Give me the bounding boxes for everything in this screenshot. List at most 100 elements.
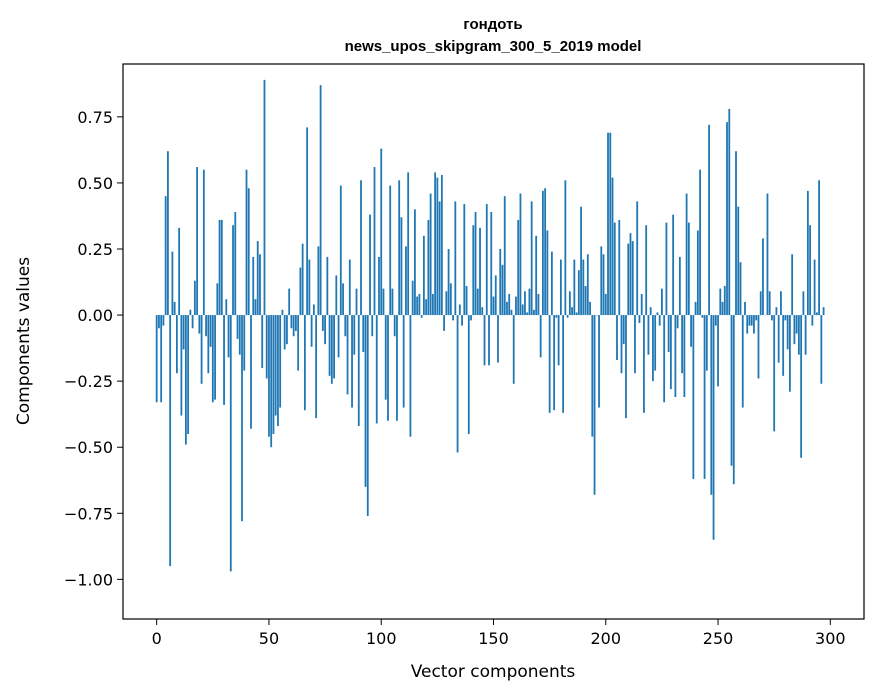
bar-20: [200, 315, 203, 384]
bar-206: [618, 219, 621, 316]
bar-173: [544, 188, 547, 316]
bar-137: [463, 204, 466, 316]
bar-143: [476, 288, 479, 316]
bar-31: [225, 299, 228, 316]
bar-68: [308, 259, 311, 316]
bar-63: [297, 315, 300, 371]
bar-148: [488, 315, 490, 366]
bar-12: [182, 315, 185, 350]
bar-256: [730, 315, 733, 466]
bar-183: [566, 315, 569, 318]
bar-119: [422, 235, 425, 316]
bar-36: [236, 315, 239, 339]
bar-191: [584, 286, 587, 316]
bar-53: [274, 315, 277, 416]
bar-166: [528, 288, 531, 316]
bar-197: [598, 315, 600, 408]
bar-237: [687, 222, 690, 316]
bar-260: [739, 262, 742, 316]
bar-93: [364, 315, 367, 487]
y-tick-label: 0.00: [77, 306, 113, 325]
bar-114: [411, 280, 414, 316]
bar-130: [447, 249, 450, 316]
bar-185: [571, 307, 573, 316]
bar-230: [672, 214, 675, 316]
bar-284: [793, 315, 796, 345]
bar-267: [755, 315, 758, 321]
bar-87: [351, 315, 353, 408]
bar-279: [782, 315, 785, 376]
bar-151: [494, 275, 497, 316]
bar-250: [717, 315, 719, 387]
bar-296: [820, 315, 823, 384]
bar-71: [315, 315, 318, 419]
chart-subtitle: news_upos_skipgram_300_5_2019 model: [345, 38, 642, 55]
bar-180: [559, 259, 562, 316]
bar-167: [530, 201, 533, 316]
bar-88: [353, 315, 356, 355]
bar-248: [712, 315, 715, 540]
bar-107: [396, 315, 398, 421]
bar-135: [458, 304, 461, 316]
bar-129: [445, 291, 448, 316]
bar-171: [539, 315, 542, 358]
bar-251: [719, 288, 722, 316]
bar-113: [409, 315, 412, 437]
bar-268: [757, 315, 760, 379]
bar-77: [328, 315, 331, 376]
bar-272: [766, 193, 769, 316]
bar-222: [654, 315, 657, 371]
bar-275: [773, 315, 776, 432]
bar-207: [620, 315, 623, 374]
bar-105: [391, 288, 394, 316]
x-tick-label: 250: [703, 629, 734, 648]
bar-287: [800, 315, 803, 458]
bar-99: [378, 256, 380, 316]
bar-281: [786, 315, 789, 350]
bar-257: [732, 315, 735, 485]
bar-214: [636, 201, 639, 316]
bar-103: [387, 315, 389, 421]
y-tick-label: −1.00: [64, 570, 113, 589]
bar-67: [306, 127, 309, 316]
bar-238: [690, 315, 692, 347]
bar-86: [348, 259, 351, 316]
bar-66: [303, 315, 306, 411]
bar-21: [202, 169, 205, 316]
bar-209: [625, 315, 627, 419]
bar-50: [268, 315, 270, 437]
bar-33: [229, 315, 232, 572]
bar-159: [512, 315, 515, 384]
bar-200: [604, 293, 607, 316]
bar-205: [616, 315, 618, 360]
bar-92: [362, 315, 365, 353]
bar-158: [510, 309, 513, 316]
bar-28: [218, 219, 221, 316]
bar-23: [207, 315, 210, 374]
bar-291: [809, 225, 812, 316]
bar-229: [669, 315, 672, 390]
bar-38: [241, 315, 243, 522]
bar-76: [326, 256, 329, 316]
bar-145: [481, 307, 484, 316]
bar-79: [333, 315, 335, 379]
bar-156: [506, 301, 508, 316]
bar-72: [317, 246, 320, 316]
bar-174: [546, 230, 549, 316]
bar-297: [822, 307, 825, 316]
bar-138: [465, 286, 468, 316]
bar-255: [728, 108, 731, 316]
bar-127: [440, 175, 443, 316]
bar-44: [254, 299, 257, 316]
bar-179: [557, 315, 560, 366]
bar-212: [631, 241, 634, 316]
bar-46: [259, 254, 261, 316]
bar-241: [696, 230, 699, 316]
bar-152: [497, 315, 499, 363]
bar-106: [393, 315, 396, 337]
bar-117: [418, 293, 421, 316]
bar-141: [472, 225, 475, 316]
bar-118: [420, 315, 423, 318]
bar-96: [371, 315, 374, 337]
bar-80: [335, 275, 338, 316]
